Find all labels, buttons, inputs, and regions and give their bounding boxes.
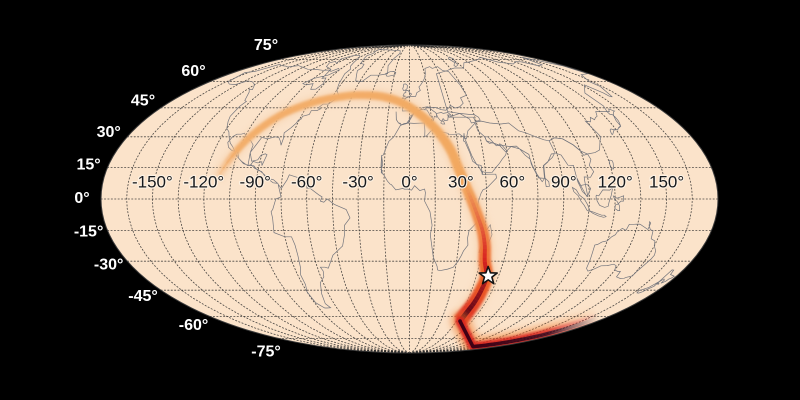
svg-text:45°: 45° [131,93,155,110]
svg-text:0°: 0° [401,172,417,191]
svg-text:30°: 30° [448,172,474,191]
svg-text:15°: 15° [76,157,100,174]
svg-text:120°: 120° [598,172,633,191]
svg-text:-45°: -45° [128,288,158,305]
svg-text:-30°: -30° [342,172,373,191]
svg-text:90°: 90° [551,172,577,191]
svg-text:-60°: -60° [179,317,209,334]
svg-text:-120°: -120° [183,172,224,191]
svg-text:60°: 60° [181,63,205,80]
svg-text:150°: 150° [649,172,684,191]
svg-text:-150°: -150° [132,172,173,191]
svg-text:60°: 60° [499,172,525,191]
svg-text:-90°: -90° [240,172,271,191]
svg-text:-30°: -30° [94,257,124,274]
svg-text:-60°: -60° [291,172,322,191]
svg-text:30°: 30° [97,124,121,141]
svg-text:0°: 0° [74,190,89,207]
svg-text:-75°: -75° [251,344,281,361]
svg-text:-15°: -15° [74,224,104,241]
svg-text:75°: 75° [254,37,278,54]
